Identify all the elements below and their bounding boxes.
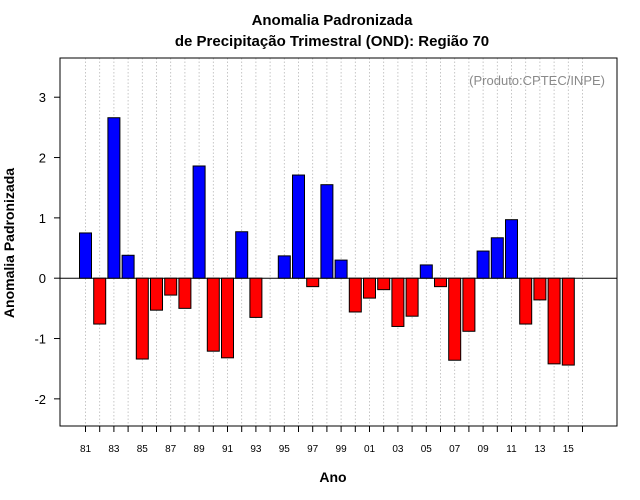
bar-1992	[235, 231, 249, 279]
y-tick-label: 2	[39, 151, 46, 166]
bar-1993	[249, 277, 263, 318]
bar-1990	[206, 277, 220, 352]
bar-2010	[490, 237, 504, 279]
bar-2012	[519, 277, 533, 325]
x-tick-label: 89	[194, 444, 206, 455]
y-tick-label: -1	[34, 332, 46, 347]
bar-1995	[277, 255, 291, 279]
y-tick-label: 0	[39, 271, 46, 286]
bar-1991	[221, 277, 234, 359]
x-tick-label: 83	[108, 444, 120, 455]
x-tick-label: 15	[563, 444, 575, 455]
y-tick-label: -2	[34, 392, 46, 407]
x-tick-label: 13	[534, 444, 546, 455]
bar-1983	[107, 117, 121, 279]
chart-title-line-1: Anomalia Padronizada	[252, 12, 414, 29]
x-tick-label: 95	[279, 444, 291, 455]
bar-1985	[135, 277, 149, 360]
bar-2008	[462, 277, 476, 332]
x-tick-label: 85	[137, 444, 149, 455]
bar-1996	[292, 174, 305, 279]
x-tick-label: 91	[222, 444, 234, 455]
x-tick-label: 97	[307, 444, 319, 455]
x-tick-label: 93	[250, 444, 262, 455]
plot-area	[59, 57, 618, 427]
x-tick-label: 99	[336, 444, 348, 455]
bar-1997	[306, 277, 320, 288]
bar-2015	[561, 277, 575, 366]
bar-2011	[505, 219, 518, 279]
x-tick-label: 09	[478, 444, 490, 455]
bar-2009	[476, 250, 490, 279]
bar-1988	[178, 277, 192, 309]
y-tick-label: 1	[39, 211, 46, 226]
x-tick-label: 87	[165, 444, 177, 455]
bar-1986	[150, 277, 163, 311]
bar-2013	[533, 277, 547, 301]
y-axis: -2 -1 0 1 2 3	[34, 90, 60, 407]
bar-2000	[348, 277, 362, 313]
bar-1998	[320, 184, 334, 279]
bar-1999	[334, 259, 348, 279]
x-axis: 81 83 85 87 89 91 93 95 97 99 01 03 05 07 09 11 13 15	[80, 426, 583, 455]
chart-title-line-2: de Precipitação Trimestral (OND): Região…	[175, 33, 489, 50]
credit-label: (Produto:CPTEC/INPE)	[469, 73, 605, 88]
y-axis-title: Anomalia Padronizada	[1, 168, 17, 318]
x-tick-label: 07	[449, 444, 461, 455]
bar-series	[79, 117, 575, 366]
bar-2014	[547, 277, 561, 365]
bar-1987	[164, 277, 178, 296]
bar-1989	[192, 165, 206, 279]
x-axis-title: Ano	[319, 469, 346, 485]
x-tick-label: 01	[364, 444, 376, 455]
bar-1982	[93, 277, 107, 325]
bar-2004	[405, 277, 419, 317]
bar-2007	[448, 277, 462, 361]
bar-1984	[121, 254, 135, 279]
x-tick-label: 11	[506, 444, 517, 455]
bar-2005	[419, 264, 433, 279]
x-tick-label: 81	[80, 444, 92, 455]
bar-2002	[377, 277, 391, 291]
bar-2003	[391, 277, 405, 327]
y-tick-label: 3	[39, 90, 46, 105]
bar-2001	[363, 277, 376, 299]
x-tick-label: 03	[392, 444, 404, 455]
bar-2006	[434, 277, 447, 288]
bar-1981	[79, 232, 92, 279]
x-tick-label: 05	[421, 444, 433, 455]
